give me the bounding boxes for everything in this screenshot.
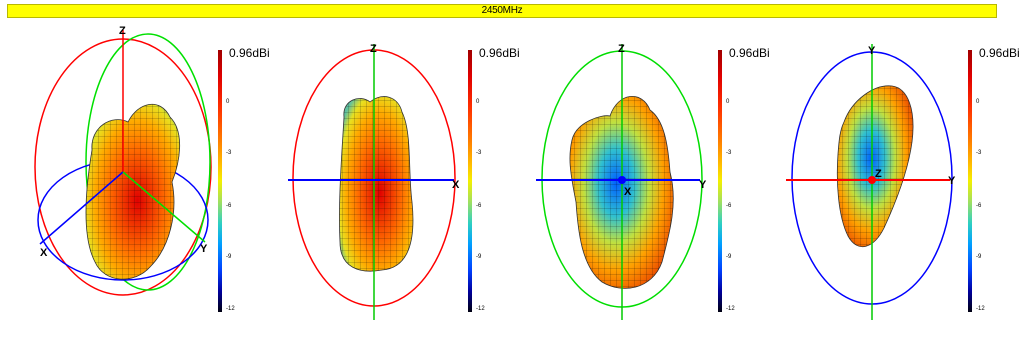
y-plane-circle (85, 33, 211, 291)
colorbar-tick: -6 (976, 203, 982, 209)
colorbar-tick: 0 (726, 99, 730, 105)
pattern-mesh (339, 96, 413, 272)
x-axis-point (618, 176, 626, 184)
axis-label-z: Z (618, 43, 625, 55)
yz-plot: Z Y X (536, 43, 707, 320)
radiation-view-isometric: Z X Y 0.96dBi 0 -3 -6 -9 -12 (20, 22, 270, 342)
colorbar-tick: -6 (726, 203, 732, 209)
frequency-title-bar: 2450MHz (7, 4, 997, 18)
colorbar-tick: -12 (476, 306, 485, 312)
colorbar-tick: -6 (226, 203, 232, 209)
xy-plot: Y Y Z (786, 44, 956, 320)
frequency-title: 2450MHz (481, 5, 523, 16)
colorbar-max-label: 0.96dBi (229, 46, 270, 60)
z-axis-point (868, 176, 876, 184)
colorbar-tick: -3 (476, 150, 482, 156)
pattern-mesh (837, 85, 914, 247)
colorbar (968, 50, 972, 312)
colorbar-tick: -12 (976, 306, 985, 312)
radiation-view-xz: Z X 0.96dBi 0 -3 -6 -9 -12 (282, 22, 532, 342)
axis-label-x: X (452, 179, 460, 191)
y-axis-line (122, 171, 206, 243)
colorbar-tick: -12 (226, 306, 235, 312)
isometric-plot: Z X Y (34, 25, 212, 296)
axis-label-z: Z (875, 168, 882, 180)
colorbar-tick: -9 (726, 254, 732, 260)
radiation-view-xy: Y Y Z 0.96dBi 0 -3 -6 -9 -12 (782, 22, 1026, 342)
colorbar-tick: -9 (476, 254, 482, 260)
colorbar-tick: -6 (476, 203, 482, 209)
colorbar-tick: -9 (976, 254, 982, 260)
axis-label-x: X (624, 186, 632, 198)
radiation-view-yz: Z Y X 0.96dBi 0 -3 -6 -9 -12 (532, 22, 782, 342)
colorbar (718, 50, 722, 312)
colorbar-max-label: 0.96dBi (729, 46, 770, 60)
colorbar-max-label: 0.96dBi (979, 46, 1020, 60)
axis-label-y: Y (200, 243, 208, 255)
colorbar-tick: -12 (726, 306, 735, 312)
colorbar-tick: -3 (976, 150, 982, 156)
colorbar (468, 50, 472, 312)
axis-label-x: X (40, 247, 48, 259)
colorbar-tick: -3 (226, 150, 232, 156)
axis-label-y-right: Y (948, 175, 956, 187)
colorbar-tick: -3 (726, 150, 732, 156)
pattern-mesh (86, 104, 180, 280)
colorbar-tick: 0 (976, 99, 980, 105)
axis-label-y-top: Y (868, 45, 876, 57)
colorbar-tick: 0 (226, 99, 230, 105)
axis-label-z: Z (119, 25, 126, 37)
xz-plot: Z X (288, 43, 460, 320)
colorbar-tick: -9 (226, 254, 232, 260)
axis-label-z: Z (370, 43, 377, 55)
colorbar (218, 50, 222, 312)
colorbar-tick: 0 (476, 99, 480, 105)
x-axis-line (39, 171, 124, 245)
axis-label-y: Y (699, 179, 707, 191)
colorbar-max-label: 0.96dBi (479, 46, 520, 60)
